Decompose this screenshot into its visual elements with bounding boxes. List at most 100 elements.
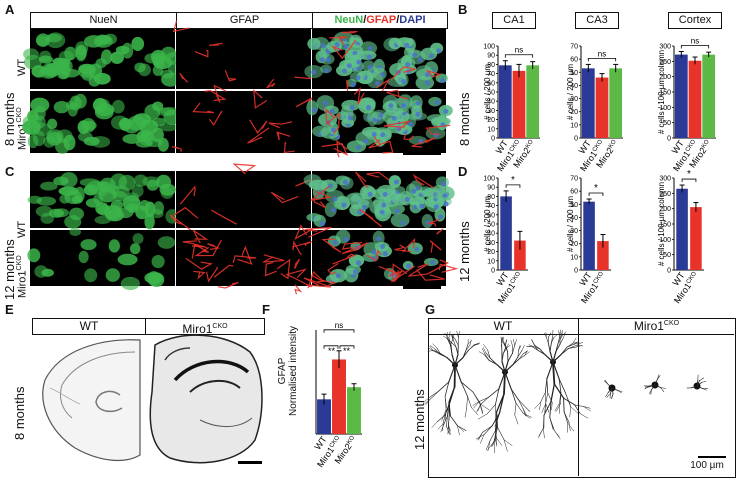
brain-section-miro1 [149, 334, 263, 464]
y-tick-label-6: 60 [487, 80, 495, 87]
y-axis-label: # cells / 100 µm column [657, 182, 666, 266]
y-axis-label: # cells / 100 µm column [657, 50, 666, 134]
scale-bar-c [403, 286, 441, 289]
micrograph-r1-c1 [171, 84, 318, 154]
bar-2 [609, 68, 623, 138]
panel-label-f: F [262, 302, 270, 317]
y-tick-label-0: 0 [667, 136, 671, 143]
header-wt-g: WT [493, 319, 513, 333]
y-tick-label-4: 40 [487, 99, 495, 106]
micrograph-r0-c0 [23, 29, 183, 89]
y-tick-label-1: 10 [570, 122, 578, 129]
y-tick-label-6: 60 [570, 189, 578, 196]
region-header-ca3: CA3 [575, 12, 619, 29]
region-header-cortex: Cortex [668, 12, 722, 29]
neuron-wt-0 [423, 331, 490, 436]
y-tick-label-3: 150 [659, 222, 671, 229]
miro1-text: Miro1 [633, 319, 664, 333]
y-axis-label: # cells / 200 µm [566, 64, 575, 121]
y-tick-label-7: 70 [487, 71, 495, 78]
panel-label-d: D [458, 164, 468, 179]
y-tick-label-0: 0 [491, 268, 495, 275]
neuron-panel-divider [578, 318, 579, 476]
y-tick-label-5: 250 [659, 191, 671, 198]
micrograph-r0-c1 [172, 20, 312, 89]
y-tick-label-0: 0 [491, 136, 495, 143]
y-tick-label-1: 10 [487, 258, 495, 265]
bar-2 [526, 65, 540, 138]
y-tick-label-5: 250 [659, 59, 671, 66]
y-tick-label-2: 20 [487, 249, 495, 256]
y-tick-label-1: 10 [570, 254, 578, 261]
panel-label-e: E [5, 302, 14, 317]
panel-label-b: B [458, 2, 468, 17]
y-tick-label-10: 100 [483, 176, 495, 183]
cko-superscript: CKO [663, 320, 680, 327]
y-tick-label-10: 100 [483, 44, 495, 51]
y-tick-label-8: 80 [487, 194, 495, 201]
y-tick-label-3: 30 [487, 240, 495, 247]
significance-label: * [687, 169, 691, 180]
y-tick-label-6: 60 [487, 212, 495, 219]
region-header-ca1: CA1 [492, 12, 536, 29]
micrograph-r0-c2 [304, 29, 448, 97]
neuron-wt-2 [526, 329, 591, 440]
micrograph-r3-c1 [176, 224, 315, 295]
sig-label-wt-miro1: ** [328, 346, 336, 356]
bar-0 [674, 54, 688, 138]
y-tick-label-0: 0 [574, 268, 578, 275]
significance-label: ns [598, 49, 606, 58]
panel-label-g: G [425, 302, 436, 317]
sig-label-ns: ns [335, 321, 343, 330]
y-axis-label: # cells / 200 µm [483, 64, 492, 121]
bar-0 [500, 196, 512, 270]
y-tick-label-0: 0 [574, 136, 578, 143]
y-tick-label-9: 90 [487, 185, 495, 192]
bar-0 [498, 65, 512, 138]
y-tick-label-4: 200 [659, 74, 671, 81]
merge-slash-2: / [396, 14, 400, 26]
y-tick-label-3: 30 [487, 108, 495, 115]
y-tick-label-3: 150 [659, 90, 671, 97]
header-miro1-e: Miro1CKO [145, 318, 265, 336]
significance-label: * [511, 175, 515, 186]
y-tick-label-1: 10 [487, 126, 495, 133]
neuron-wt-1 [472, 336, 532, 454]
header-miro1-g: Miro1CKO [579, 319, 734, 333]
bar-1 [332, 359, 346, 434]
y-tick-label-4: 40 [570, 83, 578, 90]
y-tick-label-7: 70 [570, 176, 578, 183]
significance-label: * [594, 183, 598, 194]
y-tick-label-2: 20 [570, 109, 578, 116]
scale-bar-g [698, 456, 726, 458]
y-tick-label-4: 200 [659, 206, 671, 213]
y-axis-label: # cells / 200 µm [566, 196, 575, 253]
micrograph-r2-c0 [27, 171, 180, 230]
bar-1 [512, 70, 526, 138]
significance-bracket [505, 184, 521, 188]
header-wt-e: WT [32, 318, 146, 335]
neuron-miro1-1 [643, 374, 666, 395]
y-tick-label-0: 0 [667, 268, 671, 275]
miro1-text: Miro1 [182, 322, 213, 336]
merge-neun-label: NeuN [334, 14, 364, 26]
bar-0 [581, 68, 595, 138]
significance-label: ns [515, 46, 523, 55]
y-tick-label-6: 300 [659, 44, 671, 51]
micrograph-r3-c2 [303, 226, 459, 289]
merge-gfap-label: GFAP [366, 14, 397, 26]
y-tick-label-9: 90 [487, 53, 495, 60]
bar-1 [688, 60, 702, 138]
y-axis-label: # cells / 200 µm [483, 196, 492, 253]
neuron-miro1-2 [686, 374, 709, 391]
micrograph-r2-c2 [303, 171, 455, 229]
merge-slash-1: / [363, 14, 367, 26]
panel-label-a: A [5, 2, 15, 17]
significance-bracket [587, 58, 617, 62]
merge-dapi-label: DAPI [399, 14, 426, 26]
y-tick-label-7: 70 [487, 203, 495, 210]
sig-label-miro1-miro2: ** [343, 346, 351, 356]
